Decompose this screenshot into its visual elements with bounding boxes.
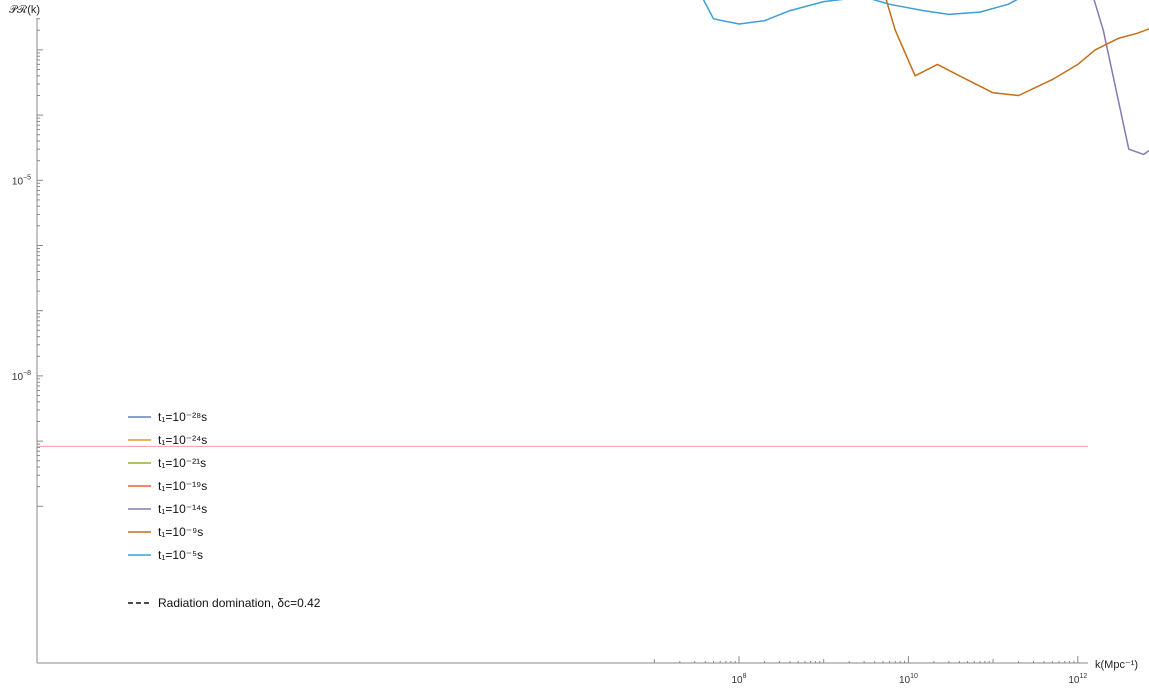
y-axis-label: 𝒫ℛ(k) bbox=[9, 3, 40, 16]
x-ticks: 10810101012101410161018 bbox=[653, 656, 1087, 686]
series-line-6 bbox=[702, 0, 1018, 25]
series-line-5 bbox=[885, 0, 1149, 97]
legend-label: t₁=10⁻²⁸s bbox=[158, 410, 207, 424]
legend-label: t₁=10⁻²⁴s bbox=[158, 433, 207, 447]
x-tick-label: 1010 bbox=[899, 673, 918, 686]
legend-label: t₁=10⁻²¹s bbox=[158, 456, 206, 470]
x-tick-label: 1012 bbox=[1068, 673, 1087, 686]
x-axis-label: k(Mpc⁻¹) bbox=[1095, 659, 1138, 671]
x-tick-label: 108 bbox=[731, 673, 746, 686]
y-tick-label: 10−8 bbox=[12, 370, 31, 383]
legend-label: t₁=10⁻¹⁹s bbox=[158, 479, 207, 493]
legend-label: Radiation domination, δc=0.42 bbox=[158, 596, 321, 610]
y-ticks: 10−210−510−8 bbox=[12, 18, 43, 507]
legend-label: t₁=10⁻¹⁴s bbox=[158, 502, 207, 516]
legend: t₁=10⁻²⁸s t₁=10⁻²⁴s t₁=10⁻²¹s t₁=10⁻¹⁹s t₁=1… bbox=[128, 410, 321, 610]
legend-label: t₁=10⁻⁹s bbox=[158, 525, 203, 539]
y-tick-label: 10−5 bbox=[12, 174, 31, 187]
series-line-4 bbox=[1093, 0, 1149, 156]
legend-label: t₁=10⁻⁵s bbox=[158, 548, 203, 562]
series-group bbox=[702, 0, 1149, 156]
